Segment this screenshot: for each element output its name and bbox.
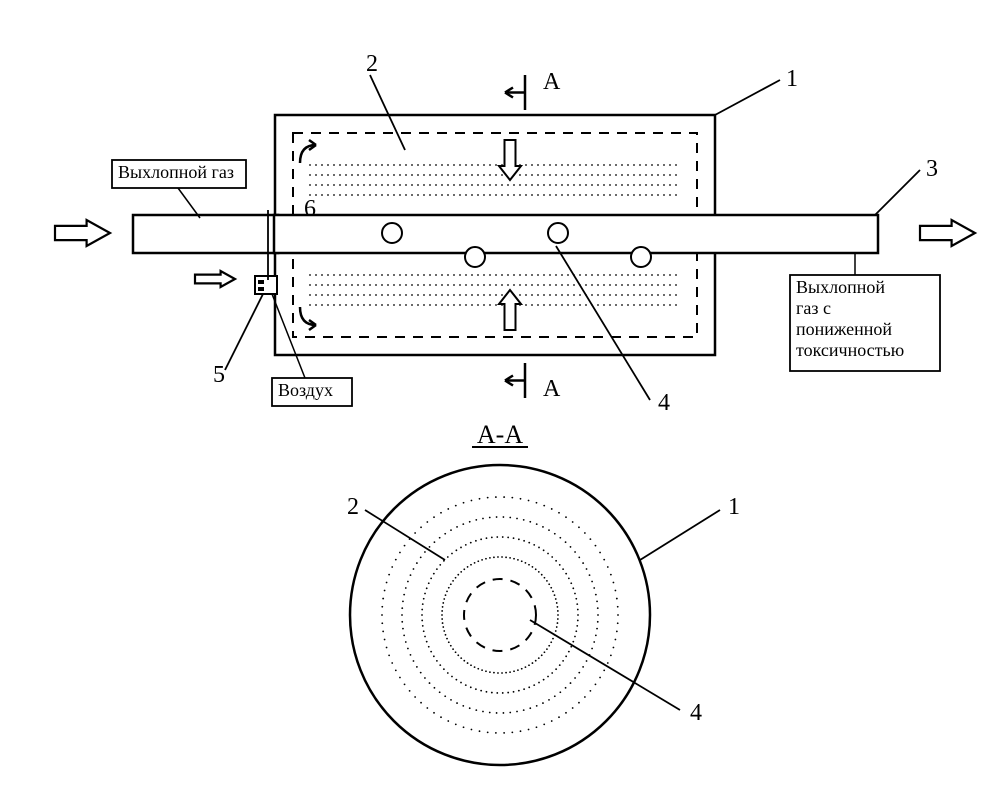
label-exhaust-out-l1: Выхлопной xyxy=(796,277,885,297)
label-exhaust-out-l3: пониженной xyxy=(796,319,892,339)
label-exhaust-in: Выхлопной газ xyxy=(118,162,234,182)
callout-2: 2 xyxy=(366,51,378,77)
callout-4: 4 xyxy=(658,390,670,416)
label-exhaust-out-l4: токсичностью xyxy=(796,340,904,360)
label-exhaust-out-l2: газ с xyxy=(796,298,831,318)
callout-3: 3 xyxy=(926,156,938,182)
section-mark: A xyxy=(543,376,561,402)
label-air: Воздух xyxy=(278,380,333,400)
callout-4: 4 xyxy=(690,700,702,726)
section-title: A-A xyxy=(477,420,523,449)
callout-5: 5 xyxy=(213,362,225,388)
callout-6: 6 xyxy=(304,196,316,222)
section-mark: A xyxy=(543,69,561,95)
callout-1: 1 xyxy=(786,66,798,92)
callout-1: 1 xyxy=(728,494,740,520)
callout-2: 2 xyxy=(347,494,359,520)
